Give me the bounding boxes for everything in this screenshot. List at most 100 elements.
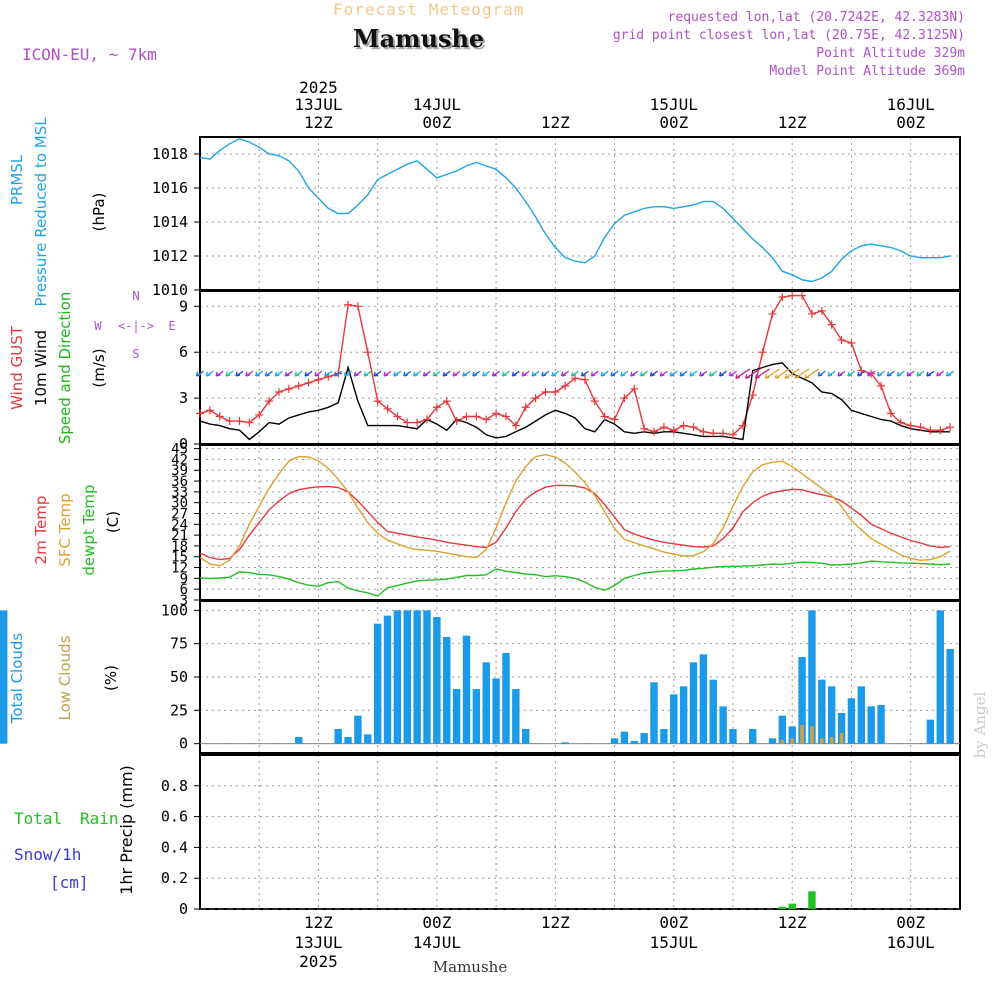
gust-marker (719, 429, 728, 438)
pressure-line (199, 137, 951, 283)
low-cloud-bar (790, 738, 795, 744)
gust-marker (492, 409, 501, 418)
wind-ytick-label: 6 (179, 343, 188, 361)
requested-coords: requested lon,lat (20.7242E, 42.3283N) (667, 10, 965, 25)
wind-direction-arrow (432, 370, 441, 377)
gust-marker (659, 423, 668, 432)
wind-direction-arrow (541, 370, 550, 377)
wind-direction-arrow (926, 370, 935, 377)
gust-marker (373, 397, 382, 406)
clouds-ytick-label: 25 (170, 701, 188, 719)
gust-marker (442, 397, 451, 406)
gust-marker (215, 412, 224, 421)
gust-line (199, 294, 951, 436)
wind-direction-arrow (794, 368, 810, 379)
gust-marker (551, 387, 560, 396)
wind-line (199, 362, 951, 441)
total-cloud-bar (502, 653, 510, 744)
gust-marker (738, 421, 747, 430)
gust-marker (353, 302, 362, 311)
compass-w: W (94, 319, 102, 333)
low-cloud-bar (800, 725, 804, 744)
wind-direction-arrow (205, 370, 214, 377)
gust-marker (580, 375, 589, 384)
bottom-time-label: 00Z (896, 913, 925, 932)
compass-e: E (168, 319, 175, 333)
wind-panel-frame (199, 290, 961, 445)
gust-marker (926, 426, 935, 435)
gust-marker (541, 387, 550, 396)
bottom-time-label: 00Z (659, 913, 688, 932)
clouds-ytick-label: 50 (170, 668, 188, 686)
pressure-ytick-label: 1018 (152, 145, 188, 163)
total-cloud-bar (808, 610, 816, 744)
model-label: ICON-EU, ~ 7km (22, 45, 157, 64)
total-cloud-bar (926, 719, 935, 744)
temperature-ytick-label: 33 (171, 485, 188, 501)
credit-label: by Angel (971, 691, 989, 758)
gust-marker (255, 410, 264, 419)
footer-station-label: Mamushe (433, 958, 508, 976)
wind-direction-arrow (669, 370, 678, 377)
pressure-ytick-label: 1014 (152, 213, 188, 231)
wind-direction-arrow (274, 370, 283, 377)
wind-direction-arrow (709, 370, 718, 377)
temperature-ytick-label: 45 (171, 442, 188, 458)
gust-marker (561, 381, 570, 390)
gust-marker (650, 427, 659, 436)
precip-unit-label: 1hr Precip (mm) (117, 765, 136, 895)
temp-label-2m: 2m Temp (32, 496, 50, 565)
wind-direction-arrow (699, 370, 708, 377)
wind-direction-arrow (462, 370, 471, 377)
total-cloud-bar (679, 686, 688, 744)
top-time-label: 00Z (659, 113, 688, 132)
point-altitude: Point Altitude 329m (816, 46, 965, 61)
compass-s: S (132, 347, 139, 361)
total-cloud-bar (344, 737, 352, 744)
gust-marker (501, 412, 510, 421)
gust-marker (205, 406, 214, 415)
temperature-panel-frame (199, 444, 961, 601)
precip-panel-frame (199, 754, 961, 910)
wind-direction-arrow (764, 368, 780, 379)
gust-marker (511, 421, 520, 430)
total-cloud-bar (403, 610, 411, 744)
wind-direction-arrow (689, 370, 698, 377)
wind-direction-arrow (294, 370, 303, 377)
total-cloud-bar (0, 610, 8, 744)
total-cloud-bar (364, 734, 372, 744)
gust-marker (393, 412, 402, 421)
gust-marker (768, 309, 777, 318)
gust-marker (403, 418, 412, 427)
gust-marker (916, 423, 925, 432)
temperature-ytick-label: 9 (180, 571, 188, 587)
wind-direction-arrow (373, 370, 382, 377)
total-cloud-bar (393, 610, 402, 744)
total-cloud-bar (462, 635, 471, 744)
temperature-ytick-label: 24 (171, 517, 188, 533)
wind-direction-arrow (936, 370, 945, 377)
wind-direction-arrow (659, 370, 668, 377)
precip-label-snow: Snow/1h (14, 845, 81, 864)
temperature-ytick-label: 3 (180, 593, 188, 609)
wind-direction-arrow (896, 370, 905, 377)
total-cloud-bar (512, 689, 520, 744)
gust-marker (531, 394, 540, 403)
gust-marker (847, 339, 856, 348)
total-cloud-bar (413, 610, 421, 744)
top-date-label: 16JUL (887, 95, 935, 114)
total-cloud-bar (867, 706, 875, 744)
gust-marker (284, 384, 293, 393)
precip-label-total: Total (14, 809, 62, 828)
temperature-ytick-label: 12 (171, 561, 188, 577)
wind-direction-arrow (916, 370, 925, 377)
wind-direction-arrow (906, 370, 915, 377)
total-cloud-bar (383, 615, 392, 744)
temperature-ytick-label: 27 (171, 506, 188, 522)
total-cloud-bar (719, 706, 727, 744)
clouds-label-total: Total Clouds (8, 633, 26, 725)
pressure-panel-frame (199, 136, 961, 291)
total-cloud-bar (936, 610, 944, 744)
clouds-ytick-label: 75 (170, 635, 188, 653)
